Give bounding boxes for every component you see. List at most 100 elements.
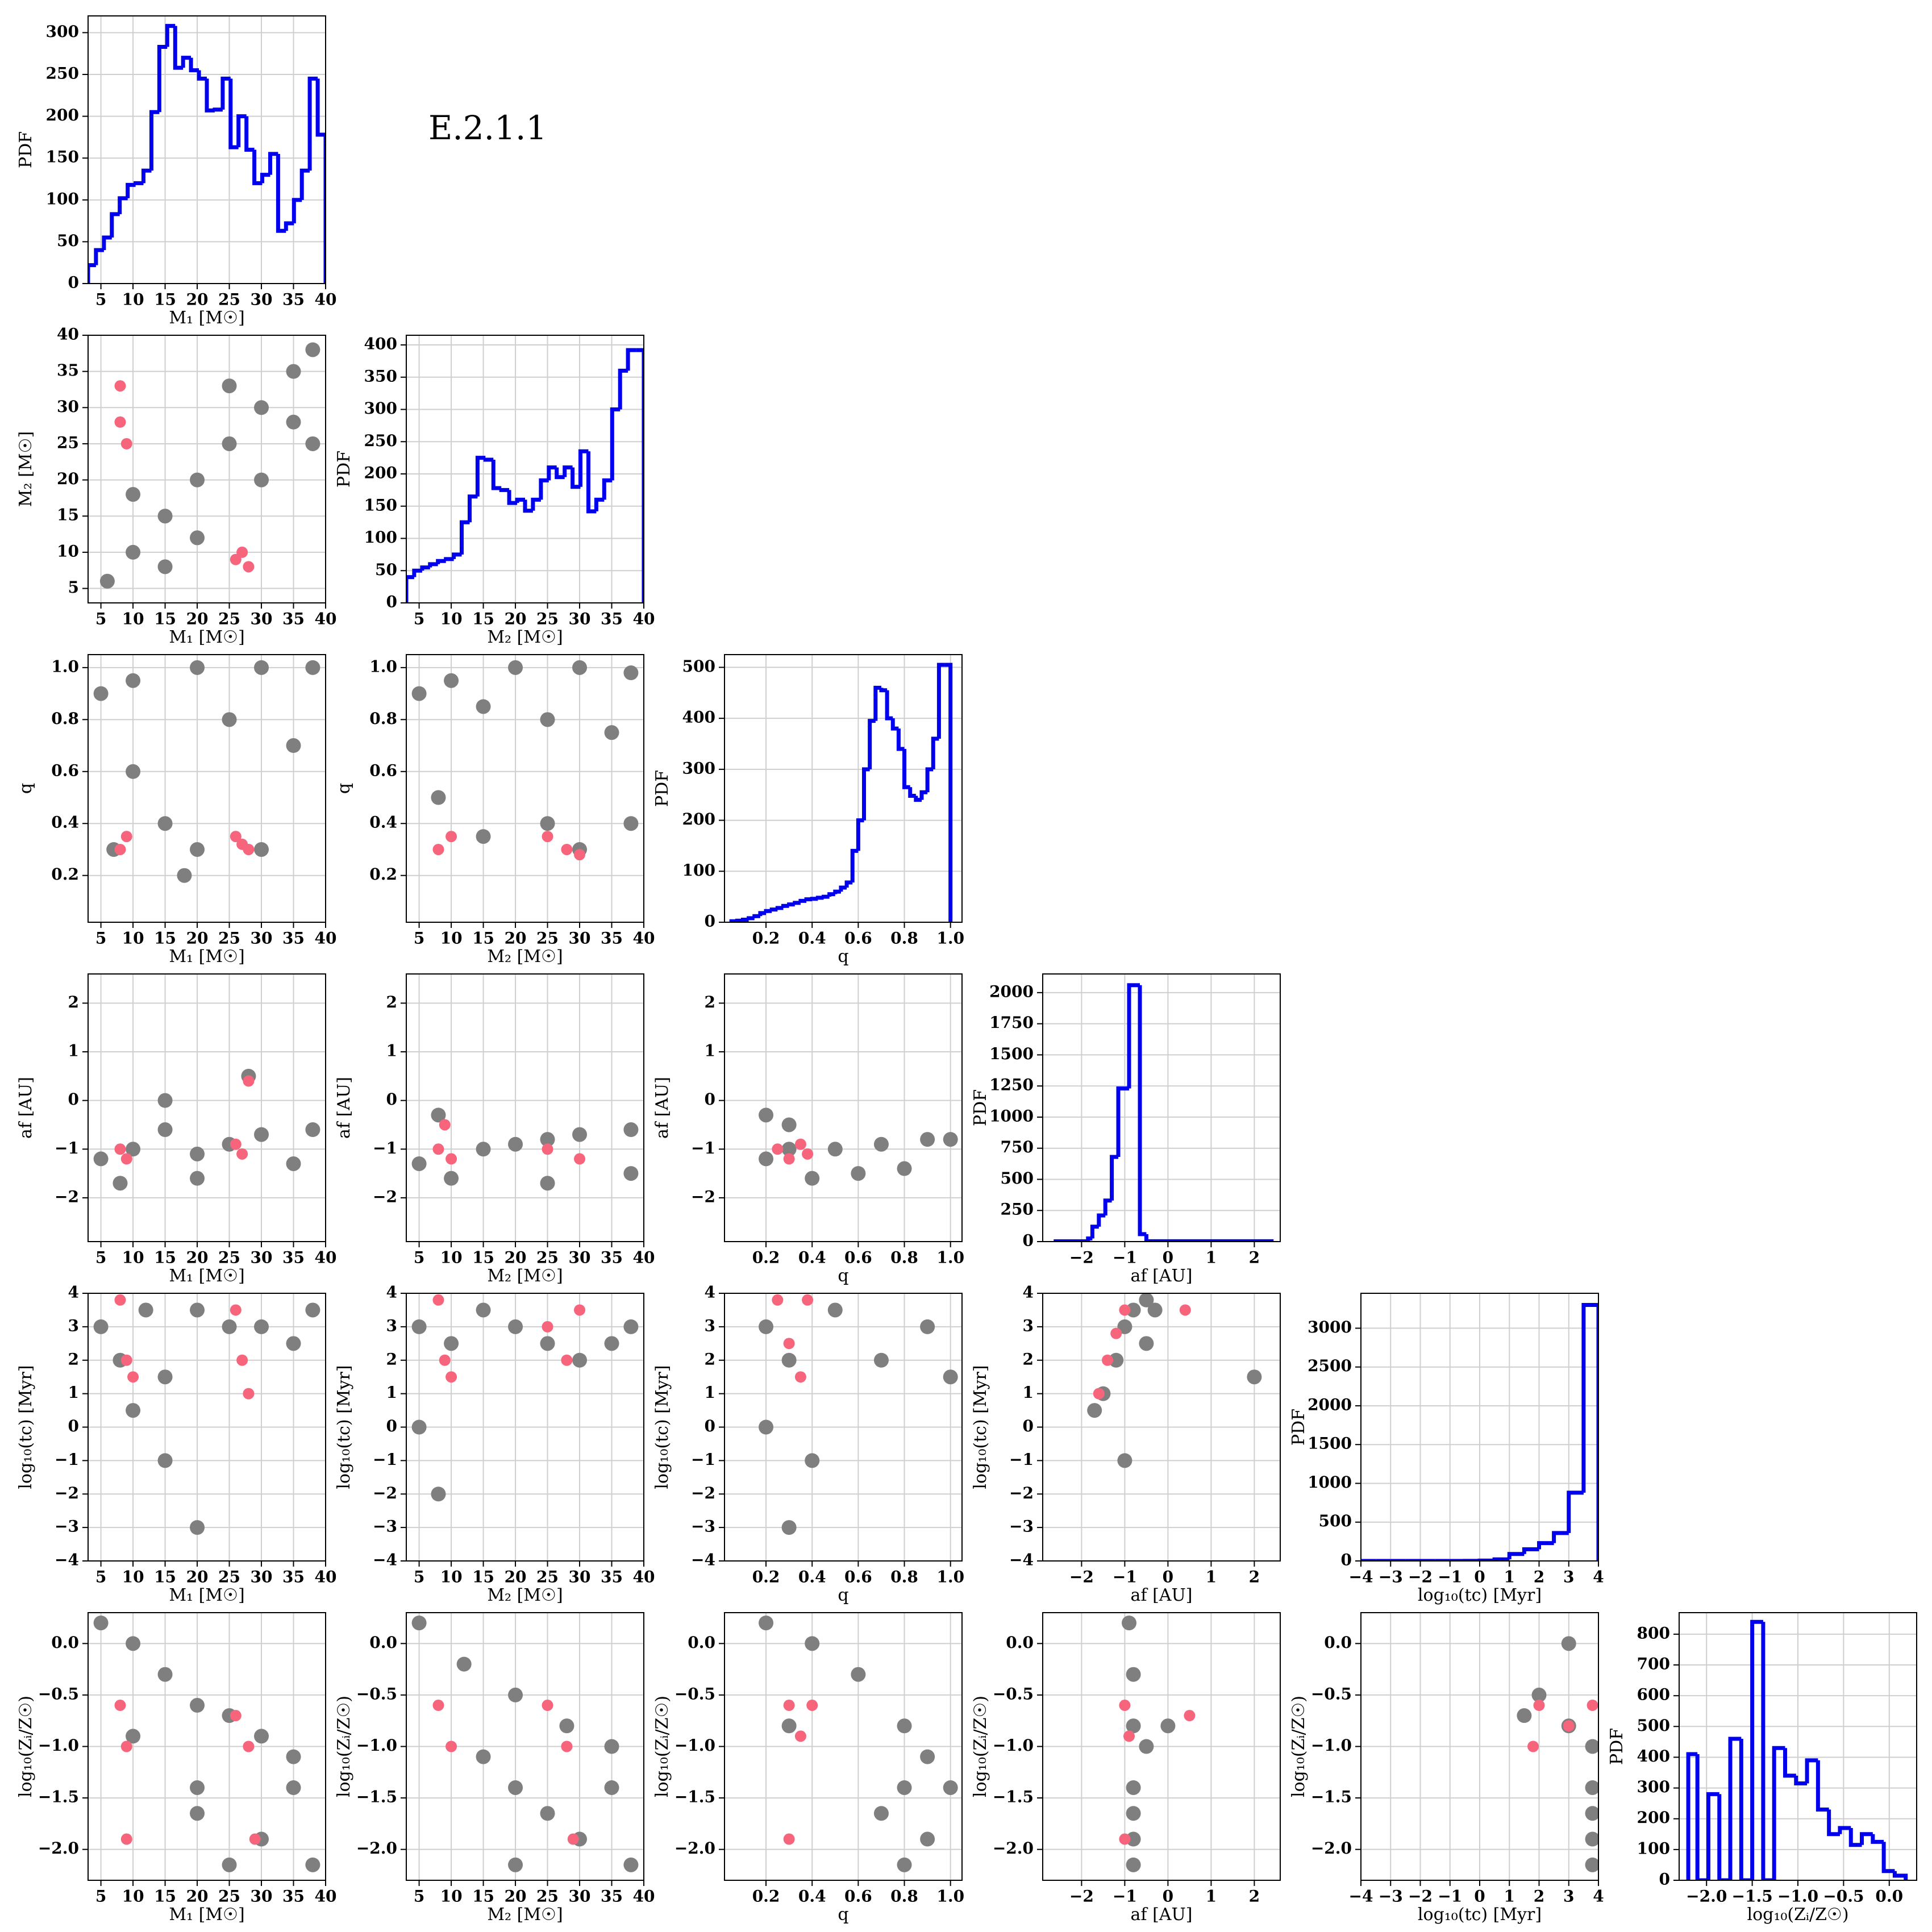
histogram-step	[1805, 1758, 1818, 1784]
x-tick-label: 20	[505, 1568, 527, 1587]
axes-frame	[406, 654, 644, 923]
scatter-point	[411, 1319, 427, 1334]
x-tick-label: 25	[218, 1887, 240, 1906]
axes-frame	[88, 1612, 326, 1881]
x-tick-label: 30	[569, 1248, 591, 1267]
histogram-step	[126, 182, 136, 198]
scatter-point	[476, 829, 491, 844]
scatter-point	[542, 1143, 553, 1155]
x-tick-label: 40	[633, 929, 655, 948]
x-tick-label: 5	[95, 929, 106, 948]
x-tick-label: 35	[601, 1568, 623, 1587]
scatter-point	[508, 1780, 523, 1795]
scatter-point	[120, 1741, 132, 1752]
x-tick-label: 25	[536, 1568, 559, 1587]
histogram-step	[740, 918, 749, 922]
y-tick-label: 200	[46, 106, 79, 124]
scatter-point	[1147, 1302, 1163, 1318]
y-axis-label: log₁₀(Zᵢ/Z☉)	[652, 1696, 672, 1797]
scatter-point	[759, 1319, 774, 1334]
y-tick-label: 0.6	[51, 761, 79, 780]
y-tick-label: −2	[691, 1484, 715, 1502]
y-tick-label: 0.4	[51, 813, 79, 832]
scatter-point	[432, 843, 444, 855]
x-tick-label: 30	[251, 610, 273, 628]
histogram-step	[862, 767, 870, 821]
y-tick-label: 35	[57, 361, 79, 380]
x-tick-label: 35	[282, 1568, 305, 1587]
histogram-step	[1717, 1794, 1731, 1880]
histogram-step	[602, 478, 613, 500]
scatter-point	[759, 1107, 774, 1123]
scatter-point	[542, 831, 553, 843]
scatter-point	[93, 1319, 109, 1334]
scatter-point	[781, 1718, 797, 1734]
x-tick-label: 0.6	[844, 929, 872, 948]
x-tick-label: 0	[1474, 1568, 1485, 1587]
y-axis-label: PDF	[1289, 1409, 1309, 1446]
panel: 0.2 0.4 0.6 0.8 1.0 −4 −3 −2 −1 0 1 2 3 4 q log₁₀(tc) […	[652, 1283, 964, 1606]
scatter-point	[190, 660, 205, 675]
histogram-step	[1090, 1225, 1099, 1239]
axes-frame	[724, 973, 963, 1242]
marks	[411, 1294, 639, 1502]
x-tick-label: −1.5	[1732, 1887, 1773, 1906]
y-tick-label: 2500	[1308, 1356, 1352, 1375]
y-tick-label: 0	[1023, 1231, 1034, 1250]
x-tick-label: 10	[440, 1248, 463, 1267]
y-tick-label: 250	[46, 64, 79, 83]
axes-frame	[1360, 1293, 1599, 1562]
panel: 5 10 15 20 25 30 35 40 −2.0 −1.5 −1.0 −0.5 0.0 M₂ [M☉…	[334, 1612, 655, 1925]
x-tick-label: 0.6	[844, 1887, 872, 1906]
marks	[411, 1615, 639, 1872]
y-tick-label: 150	[364, 496, 397, 514]
y-tick-label: 0	[1023, 1417, 1034, 1435]
x-tick-label: 10	[122, 290, 144, 309]
scatter-point	[827, 1142, 843, 1157]
histogram-step	[890, 718, 899, 731]
x-tick-label: 0	[1163, 1568, 1173, 1587]
y-axis-label: PDF	[652, 770, 672, 807]
x-tick-label: 0.8	[890, 1887, 918, 1906]
scatter-point	[623, 1122, 639, 1138]
scatter-point	[444, 1336, 459, 1351]
histogram-step	[902, 748, 910, 789]
x-tick-label: 5	[95, 1568, 106, 1587]
y-tick-label: −0.5	[38, 1684, 79, 1703]
x-tick-label: 25	[536, 1248, 559, 1267]
y-axis-label: M₂ [M☉]	[16, 431, 36, 507]
y-tick-label: −1	[691, 1139, 715, 1157]
x-tick-label: 20	[505, 929, 527, 948]
histogram-step	[220, 76, 231, 110]
scatter-point	[120, 1153, 132, 1165]
marks	[1517, 1636, 1598, 1872]
y-tick-label: 750	[1001, 1138, 1034, 1156]
scatter-point	[772, 1143, 784, 1155]
y-tick-label: 0.2	[51, 865, 79, 884]
scatter-point	[540, 1176, 555, 1191]
x-tick-label: 25	[218, 610, 240, 628]
histogram-step	[868, 719, 876, 769]
scatter-point	[1119, 1700, 1131, 1712]
histogram-step	[1507, 1552, 1525, 1560]
y-tick-label: 5	[68, 578, 79, 597]
scatter-point	[222, 436, 237, 451]
x-tick-label: 20	[186, 1568, 209, 1587]
histogram-step	[94, 248, 104, 265]
x-tick-label: 0.6	[844, 1568, 872, 1587]
marks	[1686, 1619, 1908, 1880]
histogram-step	[555, 467, 565, 480]
scatter-point	[508, 1857, 523, 1872]
x-tick-label: 2	[1249, 1248, 1260, 1267]
x-tick-label: 35	[282, 1887, 305, 1906]
y-axis-label: PDF	[16, 131, 36, 168]
y-tick-label: 1	[386, 1042, 397, 1060]
histogram-step	[563, 465, 573, 477]
y-tick-label: 0.0	[51, 1633, 79, 1652]
scatter-point	[114, 843, 126, 855]
y-tick-label: 0	[386, 1417, 397, 1435]
scatter-point	[604, 1336, 619, 1351]
scatter-point	[1123, 1730, 1135, 1742]
histogram-step	[141, 168, 152, 184]
y-tick-label: 15	[57, 506, 79, 524]
